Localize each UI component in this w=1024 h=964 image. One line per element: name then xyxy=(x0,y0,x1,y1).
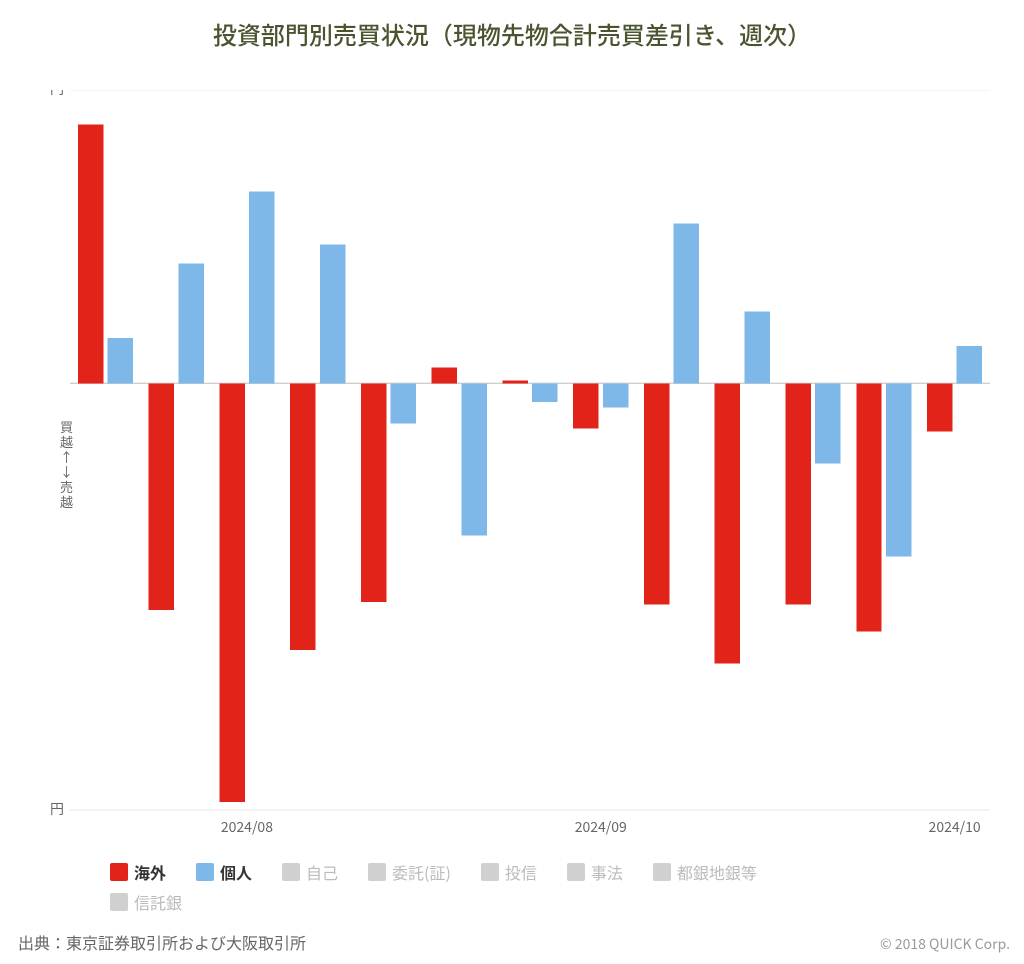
bar-overseas[interactable] xyxy=(573,383,598,428)
y-tick-label: 1.1兆円 xyxy=(50,90,64,99)
legend-item-individual[interactable]: 個人 xyxy=(196,858,252,886)
bar-overseas[interactable] xyxy=(502,381,527,384)
chart-legend: 海外 個人 自己 委託(証) 投信 事法 都銀地銀等信託銀 xyxy=(110,858,990,918)
bar-individual[interactable] xyxy=(461,383,486,535)
legend-item-overseas[interactable]: 海外 xyxy=(110,858,166,886)
bar-individual[interactable] xyxy=(320,245,345,384)
bar-individual[interactable] xyxy=(532,383,557,402)
bar-individual[interactable] xyxy=(744,311,769,383)
bar-individual[interactable] xyxy=(674,223,699,383)
chart-plot-area: 買越↑↓売越 1.1兆円 -1.6兆円 2024/08 2024/09 2024/10 xyxy=(50,90,1000,840)
bar-overseas[interactable] xyxy=(644,383,669,604)
bar-overseas[interactable] xyxy=(219,383,244,802)
legend-swatch xyxy=(282,863,300,881)
legend-label: 海外 xyxy=(134,858,166,886)
legend-label: 投信 xyxy=(505,858,537,886)
legend-label: 自己 xyxy=(306,858,338,886)
legend-item-togin[interactable]: 都銀地銀等 xyxy=(653,858,757,886)
legend-label: 個人 xyxy=(220,858,252,886)
bar-overseas[interactable] xyxy=(432,367,457,383)
x-tick-label: 2024/08 xyxy=(221,817,273,837)
x-tick-label: 2024/09 xyxy=(575,817,627,837)
bar-overseas[interactable] xyxy=(361,383,386,602)
bar-overseas[interactable] xyxy=(149,383,174,610)
bar-individual[interactable] xyxy=(178,263,203,383)
legend-item-toushin[interactable]: 投信 xyxy=(481,858,537,886)
bar-individual[interactable] xyxy=(391,383,416,423)
legend-swatch xyxy=(567,863,585,881)
source-line: 出典：東京証券取引所および大阪取引所 xyxy=(18,930,306,954)
legend-item-shintaku[interactable]: 信託銀 xyxy=(110,888,182,916)
bar-overseas[interactable] xyxy=(715,383,740,663)
legend-item-self[interactable]: 自己 xyxy=(282,858,338,886)
y-tick-label: -1.6兆円 xyxy=(50,799,64,819)
chart-title: 投資部門別売買状況（現物先物合計売買差引き、週次） xyxy=(0,0,1024,51)
legend-label: 信託銀 xyxy=(134,888,182,916)
bar-individual[interactable] xyxy=(886,383,911,556)
y-axis-caption-char: 越 xyxy=(60,495,73,510)
bar-individual[interactable] xyxy=(603,383,628,407)
bar-individual[interactable] xyxy=(957,346,982,383)
legend-item-consign[interactable]: 委託(証) xyxy=(368,858,451,886)
legend-swatch xyxy=(653,863,671,881)
x-tick-label: 2024/10 xyxy=(929,817,981,837)
bar-overseas[interactable] xyxy=(78,125,103,384)
bar-overseas[interactable] xyxy=(785,383,810,604)
legend-swatch xyxy=(110,893,128,911)
bar-overseas[interactable] xyxy=(927,383,952,431)
y-axis-caption: 買越↑↓売越 xyxy=(60,420,73,510)
bar-overseas[interactable] xyxy=(290,383,315,650)
legend-label: 都銀地銀等 xyxy=(677,858,757,886)
legend-label: 事法 xyxy=(591,858,623,886)
legend-swatch xyxy=(368,863,386,881)
copyright-line: © 2018 QUICK Corp. xyxy=(880,934,1010,954)
bar-individual[interactable] xyxy=(815,383,840,463)
legend-swatch xyxy=(110,863,128,881)
bar-individual[interactable] xyxy=(108,338,133,383)
legend-label: 委託(証) xyxy=(392,858,451,886)
legend-swatch xyxy=(196,863,214,881)
legend-item-jihou[interactable]: 事法 xyxy=(567,858,623,886)
legend-swatch xyxy=(481,863,499,881)
bar-overseas[interactable] xyxy=(856,383,881,631)
bar-individual[interactable] xyxy=(249,191,274,383)
bar-chart-svg: 1.1兆円 -1.6兆円 2024/08 2024/09 2024/10 xyxy=(50,90,1000,840)
